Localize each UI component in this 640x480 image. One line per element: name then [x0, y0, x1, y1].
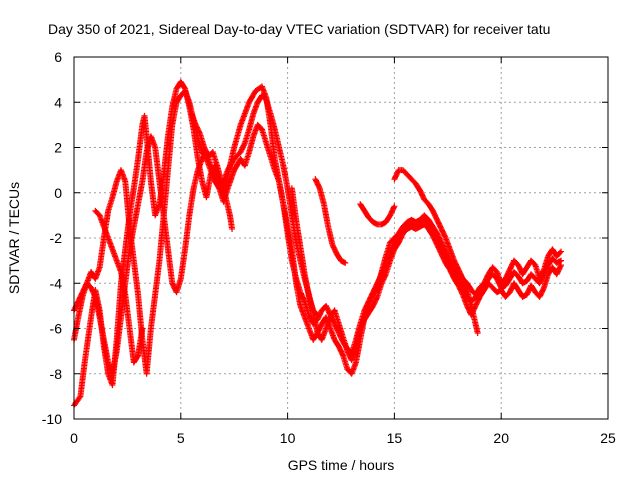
x-tick-label: 15 — [387, 430, 403, 446]
y-tick-label: 2 — [54, 140, 62, 156]
data-point-trail — [312, 177, 348, 266]
series-s9 — [312, 176, 349, 266]
y-tick-label: -10 — [42, 411, 62, 427]
y-tick-label: 6 — [54, 49, 62, 65]
y-tick-label: -8 — [50, 366, 63, 382]
y-tick-label: -6 — [50, 321, 63, 337]
data-point-trail — [189, 111, 235, 231]
series-s4 — [391, 167, 481, 337]
series-s7 — [188, 110, 236, 232]
x-tick-label: 5 — [177, 430, 185, 446]
data-point-trail — [93, 208, 146, 365]
data-point-trail — [71, 123, 563, 376]
series-s8 — [288, 185, 321, 318]
y-tick-label: 4 — [54, 94, 62, 110]
data-point-trail — [392, 167, 481, 335]
y-tick-label: 0 — [54, 185, 62, 201]
x-tick-label: 25 — [600, 430, 616, 446]
series-s5 — [357, 201, 398, 228]
series-s6 — [92, 207, 146, 366]
data-point-trail — [289, 186, 320, 317]
chart-title: Day 350 of 2021, Sidereal Day-to-day VTE… — [48, 21, 550, 37]
series-s3 — [71, 121, 565, 377]
y-axis-label: SDTVAR / TECUs — [6, 182, 22, 294]
x-tick-label: 20 — [493, 430, 509, 446]
y-tick-label: -4 — [50, 275, 63, 291]
grid-lines — [74, 57, 608, 419]
x-tick-label: 10 — [280, 430, 296, 446]
x-axis-label: GPS time / hours — [288, 457, 395, 473]
data-points — [71, 78, 565, 409]
x-tick-label: 0 — [70, 430, 78, 446]
data-point-trail — [357, 202, 397, 228]
y-tick-label: -2 — [50, 230, 63, 246]
